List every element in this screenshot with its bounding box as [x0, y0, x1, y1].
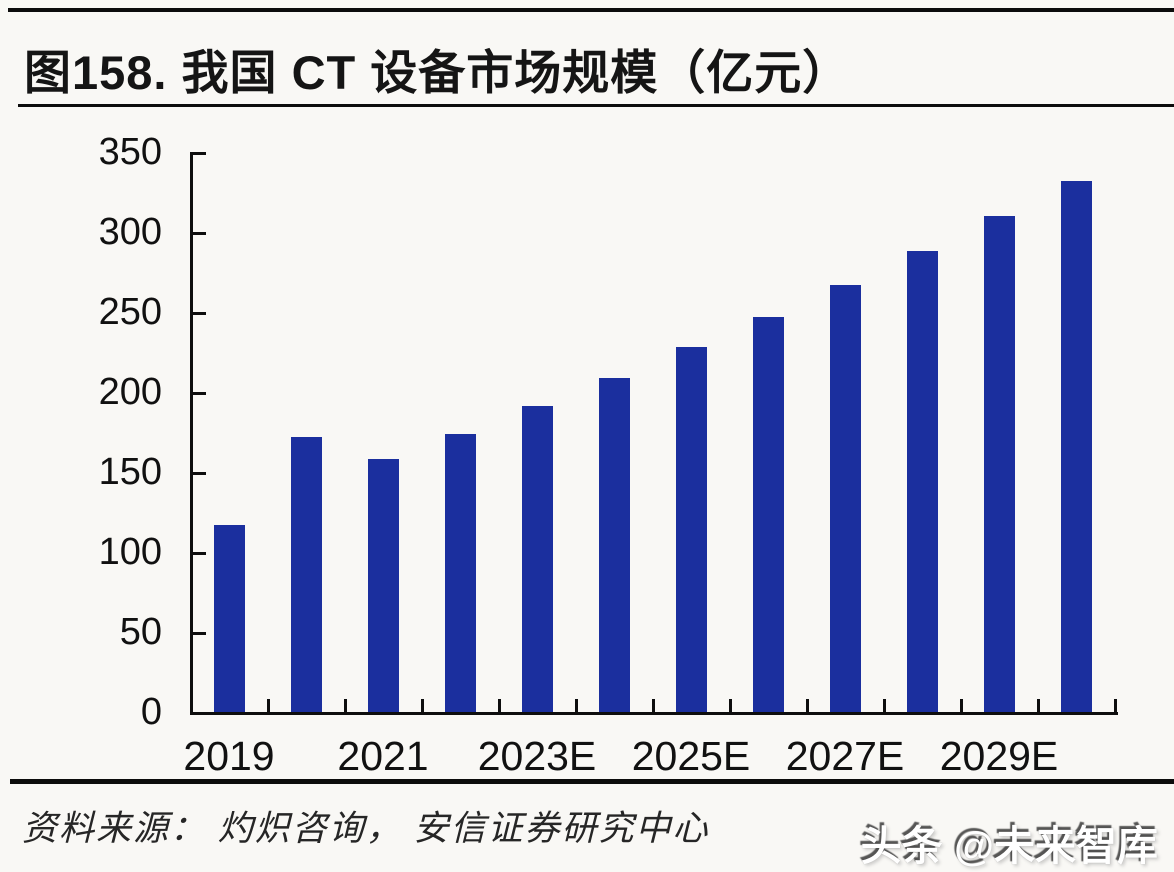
- x-tick: [883, 699, 886, 712]
- bar: [599, 378, 630, 712]
- bar: [291, 437, 322, 712]
- y-tick-label: 350: [98, 131, 162, 173]
- x-tick: [498, 699, 501, 712]
- x-tick: [421, 699, 424, 712]
- y-tick: [193, 552, 206, 555]
- y-tick-label: 50: [119, 611, 162, 653]
- x-tick: [267, 699, 270, 712]
- x-tick-label: 2029E: [939, 733, 1059, 779]
- x-tick: [806, 699, 809, 712]
- x-tick: [344, 699, 347, 712]
- title-underline: [18, 104, 1174, 107]
- x-tick-label: 2023E: [477, 733, 597, 779]
- source-note: 资料来源： 灼炽咨询， 安信证券研究中心: [22, 809, 710, 848]
- y-tick-label: 150: [98, 451, 162, 493]
- bar: [984, 216, 1015, 712]
- x-axis-line: [190, 712, 1118, 715]
- bar: [753, 317, 784, 712]
- y-tick-label: 300: [98, 211, 162, 253]
- x-tick: [1037, 699, 1040, 712]
- x-tick: [1114, 699, 1117, 712]
- y-tick: [193, 232, 206, 235]
- top-rule: [8, 8, 1174, 12]
- bar: [907, 251, 938, 712]
- bar: [1061, 181, 1092, 712]
- x-tick-label: 2027E: [785, 733, 905, 779]
- watermark: 头条 @未来智库: [860, 823, 1158, 869]
- x-tick: [575, 699, 578, 712]
- bar: [368, 459, 399, 712]
- y-tick-label: 250: [98, 291, 162, 333]
- x-tick: [960, 699, 963, 712]
- x-tick-label: 2025E: [631, 733, 751, 779]
- y-tick: [193, 392, 206, 395]
- x-tick-label: 2019: [183, 733, 275, 779]
- bar: [830, 285, 861, 712]
- x-tick: [652, 699, 655, 712]
- bar: [522, 406, 553, 712]
- y-tick: [193, 472, 206, 475]
- x-tick-label: 2021: [337, 733, 429, 779]
- y-axis-line: [190, 152, 193, 715]
- y-tick: [193, 312, 206, 315]
- bar: [214, 525, 245, 712]
- footer-rule: [10, 779, 1174, 784]
- y-tick: [193, 152, 206, 155]
- x-tick: [729, 699, 732, 712]
- y-tick: [193, 632, 206, 635]
- y-tick-label: 200: [98, 371, 162, 413]
- bar: [676, 347, 707, 712]
- figure-title: 图158. 我国 CT 设备市场规模（亿元）: [24, 46, 851, 99]
- y-tick-label: 0: [140, 691, 162, 733]
- y-tick-label: 100: [98, 531, 162, 573]
- bar: [445, 434, 476, 712]
